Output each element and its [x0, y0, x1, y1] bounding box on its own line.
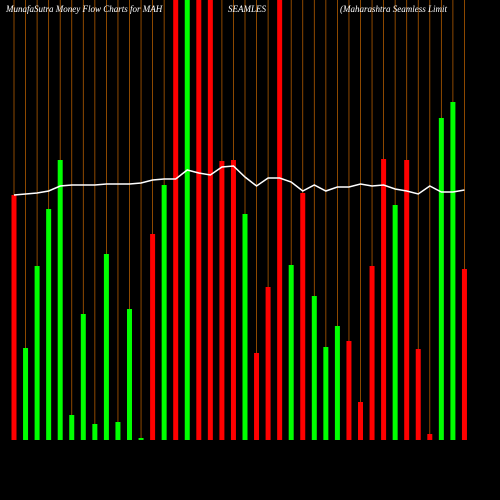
bar	[69, 415, 75, 440]
bar	[80, 314, 86, 440]
bar	[415, 349, 421, 440]
bar	[23, 348, 29, 440]
bar	[57, 160, 63, 440]
bar	[288, 265, 294, 440]
bar	[184, 0, 190, 440]
title-left: MunafaSutra Money Flow Charts for MAH	[5, 4, 163, 14]
bar	[254, 353, 260, 440]
bar	[300, 193, 306, 440]
bar	[127, 309, 132, 440]
bar	[427, 434, 433, 440]
title-right: (Maharashtra Seamless Limit	[340, 4, 448, 14]
title-middle: SEAMLES	[228, 4, 266, 14]
bar	[346, 341, 352, 440]
bar	[334, 326, 340, 440]
bar	[404, 160, 410, 440]
bar	[381, 159, 387, 440]
bar	[161, 185, 167, 440]
bar	[450, 102, 456, 440]
bar	[173, 0, 179, 440]
bar	[438, 118, 444, 440]
bar	[150, 234, 156, 440]
bar	[196, 0, 202, 440]
bar	[277, 0, 283, 440]
bar	[311, 296, 317, 440]
bar	[92, 424, 98, 440]
bar	[11, 195, 17, 440]
bar	[115, 422, 121, 440]
bar	[461, 269, 467, 440]
bar	[219, 161, 225, 440]
money-flow-line	[13, 165, 465, 196]
bar	[230, 160, 236, 440]
bar	[323, 347, 329, 440]
bar	[46, 209, 52, 440]
bar	[392, 205, 398, 440]
bar	[358, 402, 363, 440]
bar	[207, 0, 213, 440]
bar	[369, 266, 375, 440]
bar	[34, 266, 40, 440]
bar	[265, 287, 271, 440]
bar	[242, 214, 248, 440]
bar	[138, 438, 144, 440]
bar	[103, 254, 109, 440]
